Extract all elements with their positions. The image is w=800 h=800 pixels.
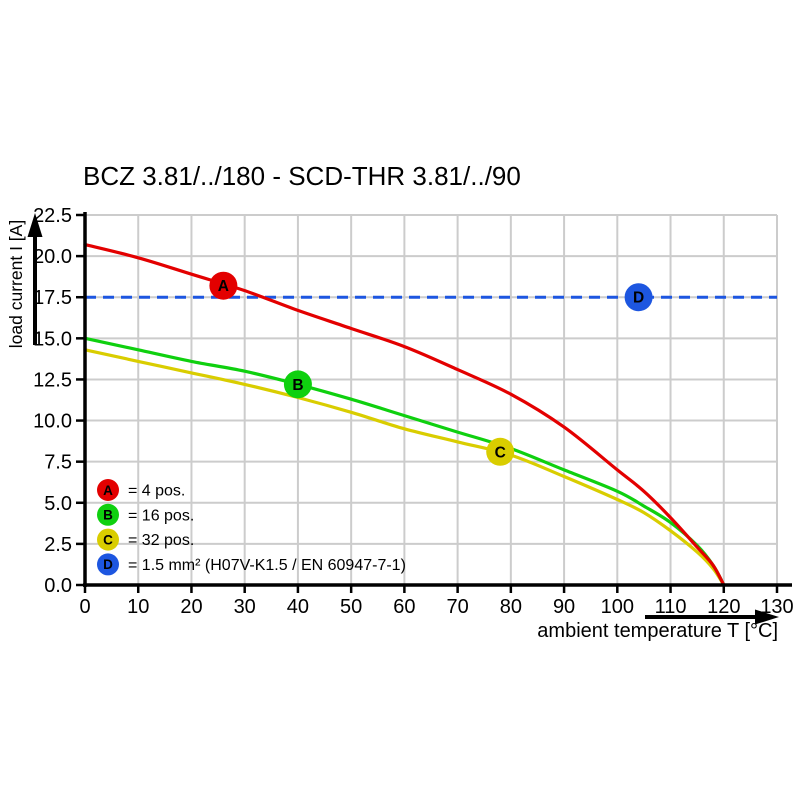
x-tick-label: 60 <box>393 596 415 618</box>
y-tick-label: 22.5 <box>33 205 72 227</box>
x-tick-label: 10 <box>127 596 149 618</box>
y-tick-label: 7.5 <box>44 452 72 474</box>
legend-swatch-B <box>97 503 119 526</box>
legend-swatch-D <box>97 553 119 576</box>
marker-letter-A: A <box>218 278 229 295</box>
x-tick-label: 30 <box>234 596 256 618</box>
x-tick-label: 120 <box>707 596 740 618</box>
legend-swatch-A <box>97 479 119 501</box>
legend-letter-C: C <box>103 532 113 547</box>
x-tick-label: 0 <box>79 596 90 618</box>
legend-swatch-C <box>97 528 119 551</box>
marker-circle-D <box>624 283 653 312</box>
legend-label-D: = 1.5 mm² (H07V-K1.5 / EN 60947-7-1) <box>128 557 406 574</box>
y-tick-label: 0.0 <box>44 575 72 597</box>
legend-letter-D: D <box>103 557 113 572</box>
x-axis-arrowhead-icon <box>755 609 779 625</box>
x-tick-label: 90 <box>553 596 575 618</box>
y-axis-title: load current I [A] <box>6 220 26 348</box>
y-axis-arrowhead-icon <box>27 213 43 237</box>
marker-letter-C: C <box>495 444 506 461</box>
y-tick-label: 2.5 <box>44 534 72 556</box>
x-tick-label: 70 <box>446 596 468 618</box>
x-tick-label: 80 <box>500 596 522 618</box>
y-tick-label: 5.0 <box>44 493 72 515</box>
x-tick-label: 50 <box>340 596 362 618</box>
legend-label-B: = 16 pos. <box>128 507 194 524</box>
x-tick-label: 20 <box>180 596 202 618</box>
marker-letter-B: B <box>292 377 303 394</box>
x-tick-label: 40 <box>287 596 309 618</box>
y-tick-label: 12.5 <box>33 369 72 391</box>
y-tick-label: 15.0 <box>33 328 72 350</box>
x-tick-label: 130 <box>760 596 793 618</box>
y-tick-label: 20.0 <box>33 246 72 268</box>
legend-letter-A: A <box>103 483 113 498</box>
axes: 0 10 20 30 40 50 60 70 80 90 100 110 120 130 0.0 2.5 5.0… <box>27 205 794 625</box>
marker-letter-D: D <box>633 290 644 307</box>
legend-letter-B: B <box>103 508 113 523</box>
legend: A = 4 pos. B = 16 pos. C = 32 pos. D = 1.5 mm² … <box>97 479 406 576</box>
marker-circle-C <box>486 437 515 466</box>
y-tick-label: 10.0 <box>33 411 72 433</box>
gridlines <box>85 214 778 585</box>
chart-title: BCZ 3.81/../180 - SCD-THR 3.81/../90 <box>83 161 521 191</box>
marker-circle-A <box>209 271 238 300</box>
x-tick-label: 100 <box>601 596 634 618</box>
marker-circle-B <box>283 370 312 399</box>
legend-label-A: = 4 pos. <box>128 483 185 500</box>
x-axis-title: ambient temperature T [°C] <box>537 620 778 642</box>
legend-label-C: = 32 pos. <box>128 532 194 549</box>
x-tick-label: 110 <box>655 596 687 618</box>
y-tick-label: 17.5 <box>33 287 72 309</box>
curve-markers: A B C D <box>209 271 653 466</box>
curve-C <box>83 348 726 587</box>
